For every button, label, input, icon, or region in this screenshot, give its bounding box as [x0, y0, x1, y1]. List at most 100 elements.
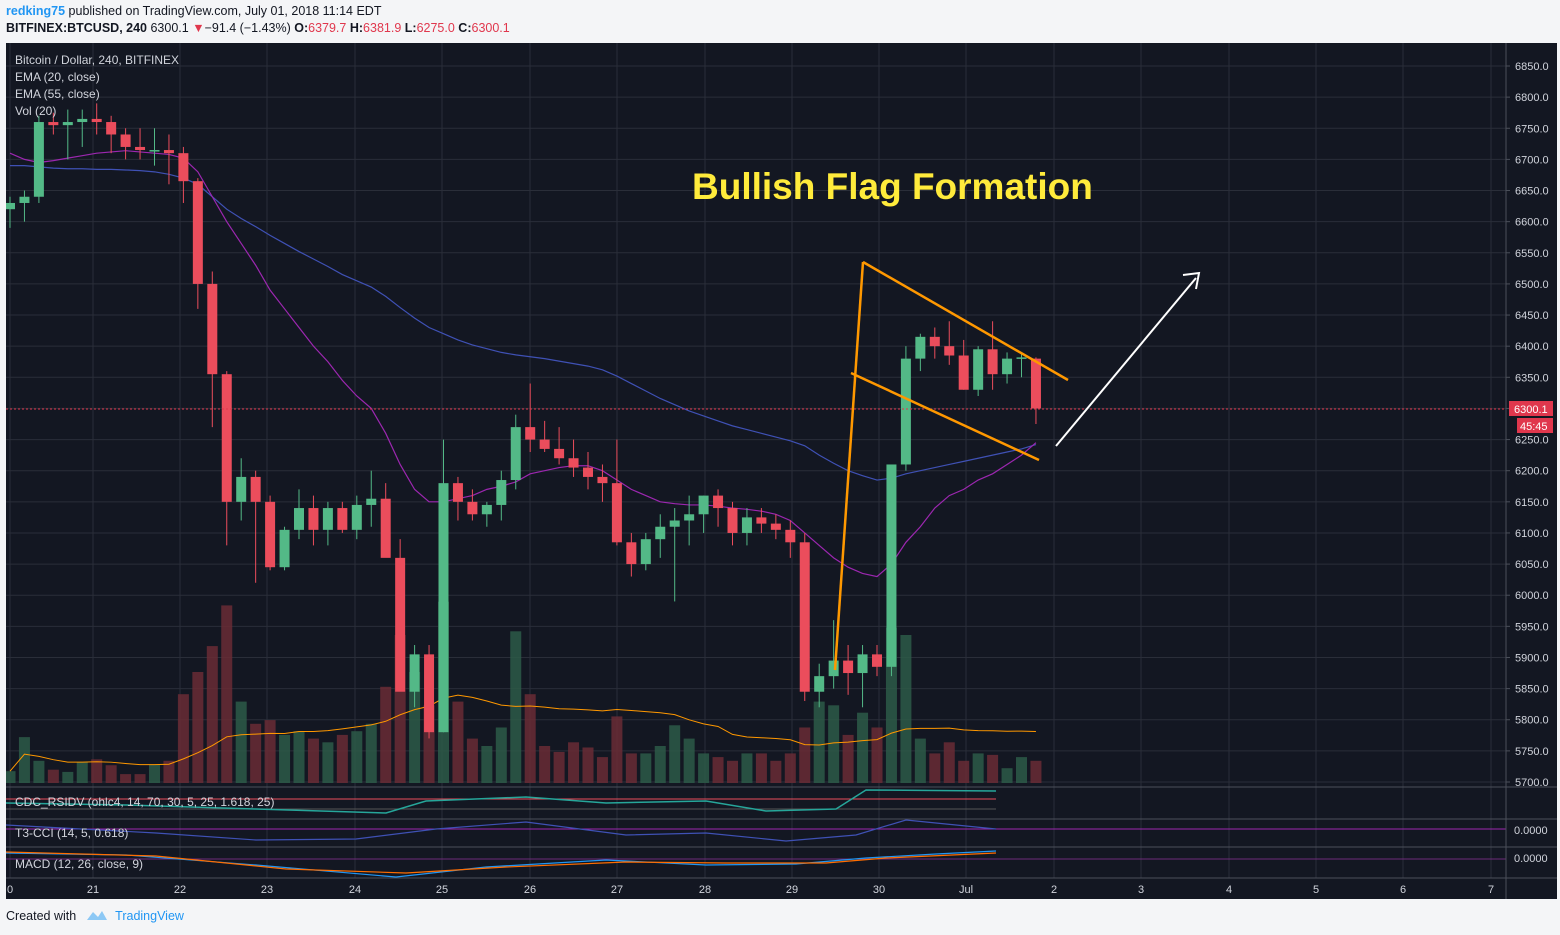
- close-label: C:: [458, 21, 472, 35]
- candle-body: [1030, 358, 1041, 409]
- price-tick-label: 6650.0: [1515, 186, 1549, 198]
- time-tick-label: 27: [611, 884, 623, 896]
- candle-body: [395, 557, 406, 692]
- volume-bar: [799, 727, 811, 783]
- volume-bar: [611, 716, 623, 783]
- price-tick-label: 6750.0: [1515, 123, 1549, 135]
- candle-body: [525, 427, 536, 440]
- low-value: 6275.0: [416, 21, 455, 35]
- volume-bar: [279, 734, 291, 783]
- candle-body: [294, 508, 304, 530]
- macd-label: MACD (12, 26, close, 9): [15, 857, 143, 871]
- volume-bar: [33, 760, 45, 783]
- candle-body: [568, 458, 579, 468]
- price-tick-label: 6500.0: [1515, 279, 1549, 291]
- volume-ma-line: [9, 694, 1036, 772]
- chart-frame[interactable]: Bullish Flag Formation Bitcoin / Dollar,…: [4, 43, 1557, 899]
- candle-body: [915, 336, 926, 359]
- publish-info: published on TradingView.com, July 01, 2…: [68, 4, 382, 18]
- time-axis: 0 21 22 23 24 25 26 27 28 29 30 Jul 2 3 4 5 6 7: [7, 884, 1494, 896]
- candle-body: [857, 654, 868, 674]
- price-chart[interactable]: Bullish Flag Formation Bitcoin / Dollar,…: [4, 43, 1557, 899]
- price-axis: 6850.0 6800.0 6750.0 6700.0 6650.0 6600.0 6550…: [1506, 61, 1549, 789]
- volume-bar: [914, 738, 926, 783]
- last-price-badge-text: 6300.1: [1514, 404, 1548, 416]
- macd-signal-line: [5, 851, 997, 874]
- volume-bar: [4, 771, 16, 783]
- price-tick-label: 6550.0: [1515, 248, 1549, 260]
- volume-bars: [4, 601, 1042, 783]
- candle-body: [48, 122, 59, 126]
- candle-body: [409, 654, 420, 692]
- legend-ema55: EMA (55, close): [15, 87, 100, 101]
- candle-body: [958, 355, 969, 390]
- volume-bar: [625, 753, 637, 783]
- candle-body: [236, 476, 247, 502]
- open-value: 6379.7: [308, 21, 347, 35]
- rsi-line: [5, 789, 997, 814]
- author-link[interactable]: redking75: [6, 4, 66, 18]
- candle-body: [626, 542, 637, 565]
- candle-body: [163, 150, 174, 154]
- volume-bar: [495, 727, 507, 783]
- candle-body: [583, 467, 593, 477]
- flagpole-line: [833, 261, 865, 671]
- open-label: O:: [294, 21, 309, 35]
- price-tick-label: 6000.0: [1515, 590, 1549, 602]
- volume-bar: [568, 742, 580, 783]
- time-tick-label: 23: [261, 884, 273, 896]
- candle-body: [192, 181, 203, 284]
- price-tick-label: 5700.0: [1515, 777, 1549, 789]
- volume-bar: [105, 765, 117, 783]
- volume-bar: [250, 723, 262, 783]
- chart-grid: [6, 43, 1506, 878]
- candle-body: [279, 529, 290, 568]
- price-tick-label: 6450.0: [1515, 310, 1549, 322]
- candle-body: [944, 346, 955, 356]
- price-tick-label: 6400.0: [1515, 341, 1549, 353]
- volume-bar: [524, 694, 536, 783]
- down-arrow-icon: ▼: [192, 21, 205, 35]
- time-tick-label: 5: [1313, 884, 1319, 896]
- candle-body: [481, 504, 492, 515]
- macd-line: [5, 850, 997, 878]
- volume-bar: [192, 672, 204, 783]
- ema20-line: [9, 150, 1037, 578]
- candle-body: [496, 480, 507, 505]
- volume-bar: [929, 753, 941, 783]
- candle-body: [1002, 358, 1013, 375]
- candle-body: [886, 464, 897, 667]
- volume-bar: [134, 774, 146, 783]
- volume-bar: [1030, 760, 1042, 783]
- volume-bar: [18, 737, 30, 783]
- candles: [5, 103, 1041, 739]
- candle-body: [33, 122, 44, 197]
- candle-body: [106, 122, 117, 135]
- price-tick-label: 6150.0: [1515, 497, 1549, 509]
- candle-body: [250, 476, 261, 502]
- candle-body: [669, 520, 680, 527]
- tradingview-link[interactable]: TradingView: [115, 909, 184, 923]
- candle-body: [265, 501, 276, 568]
- candle-body: [1016, 357, 1027, 359]
- candle-body: [785, 529, 796, 543]
- volume-bar: [235, 701, 247, 783]
- candle-body: [438, 483, 449, 733]
- high-label: H:: [349, 21, 364, 35]
- candle-body: [366, 498, 377, 505]
- candle-body: [987, 349, 998, 375]
- volume-bar: [669, 725, 681, 783]
- volume-bar: [510, 631, 522, 783]
- cci-label: T3-CCI (14, 5, 0.618): [15, 826, 128, 840]
- candle-body: [611, 483, 622, 543]
- legend: Bitcoin / Dollar, 240, BITFINEX EMA (20,…: [15, 53, 179, 118]
- volume-bar: [336, 734, 348, 783]
- price-tick-label: 5900.0: [1515, 652, 1549, 664]
- candle-body: [424, 654, 435, 733]
- time-tick-label: 4: [1226, 884, 1232, 896]
- high-value: 6381.9: [363, 21, 402, 35]
- candle-body: [77, 118, 88, 123]
- price-tick-label: 6700.0: [1515, 154, 1549, 166]
- volume-bar: [857, 712, 869, 783]
- volume-bar: [741, 753, 753, 783]
